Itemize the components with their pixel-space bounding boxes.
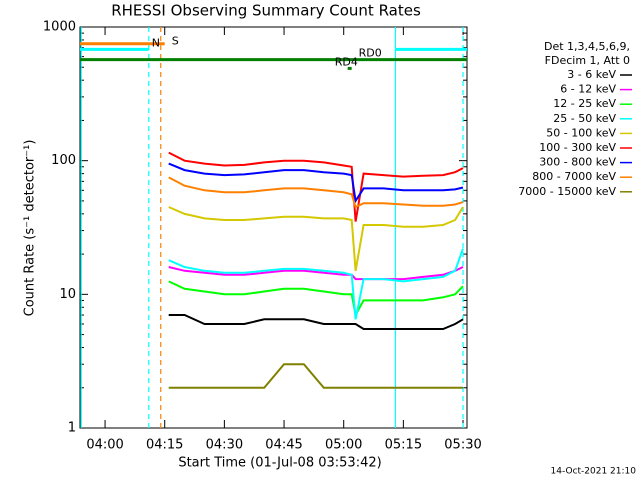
x-tick-label: 05:30	[444, 438, 481, 453]
state-label: S	[172, 35, 179, 48]
x-tick-label: 04:00	[86, 438, 123, 453]
y-tick-label: 100	[51, 153, 76, 168]
series-line	[168, 162, 464, 204]
legend-label: 300 - 800 keV	[539, 156, 616, 169]
series-line	[168, 280, 464, 318]
series-line	[168, 206, 464, 271]
legend-label: 25 - 50 keV	[553, 112, 616, 125]
series-line	[168, 363, 463, 389]
y-tick-label: 10	[59, 287, 76, 302]
legend-label: 3 - 6 keV	[567, 68, 616, 81]
state-label: RD4	[335, 55, 358, 68]
y-axis-label: Count Rate (s⁻¹ detector⁻¹)	[23, 140, 38, 317]
x-axis-label: Start Time (01-Jul-08 03:53:42)	[178, 456, 381, 471]
plot-frame	[79, 26, 468, 429]
series-line	[168, 266, 464, 281]
chart-title: RHESSI Observing Summary Count Rates	[111, 2, 421, 20]
series-line	[168, 314, 464, 330]
state-label: RD0	[359, 47, 382, 60]
legend-label: 6 - 12 keV	[560, 83, 616, 96]
series-line	[168, 151, 464, 222]
series-line	[168, 248, 464, 320]
legend-label: 7000 - 15000 keV	[518, 185, 616, 198]
y-tick-label: 1	[68, 421, 76, 436]
x-tick-label: 04:45	[265, 438, 302, 453]
legend-title: Det 1,3,4,5,6,9,	[544, 40, 630, 53]
x-tick-label: 05:00	[325, 438, 362, 453]
series-line	[168, 176, 464, 209]
x-tick-label: 04:30	[206, 438, 243, 453]
legend-label: 100 - 300 keV	[539, 141, 616, 154]
legend-label: 12 - 25 keV	[553, 97, 616, 110]
state-label: N	[152, 36, 160, 49]
y-tick-label: 1000	[43, 20, 76, 35]
legend-title: FDecim 1, Att 0	[545, 54, 630, 67]
legend-label: 800 - 7000 keV	[532, 170, 616, 183]
x-tick-label: 05:15	[385, 438, 422, 453]
x-tick-label: 04:15	[146, 438, 183, 453]
legend-label: 50 - 100 keV	[546, 126, 616, 139]
footer: 14-Oct-2021 21:10	[551, 467, 637, 477]
